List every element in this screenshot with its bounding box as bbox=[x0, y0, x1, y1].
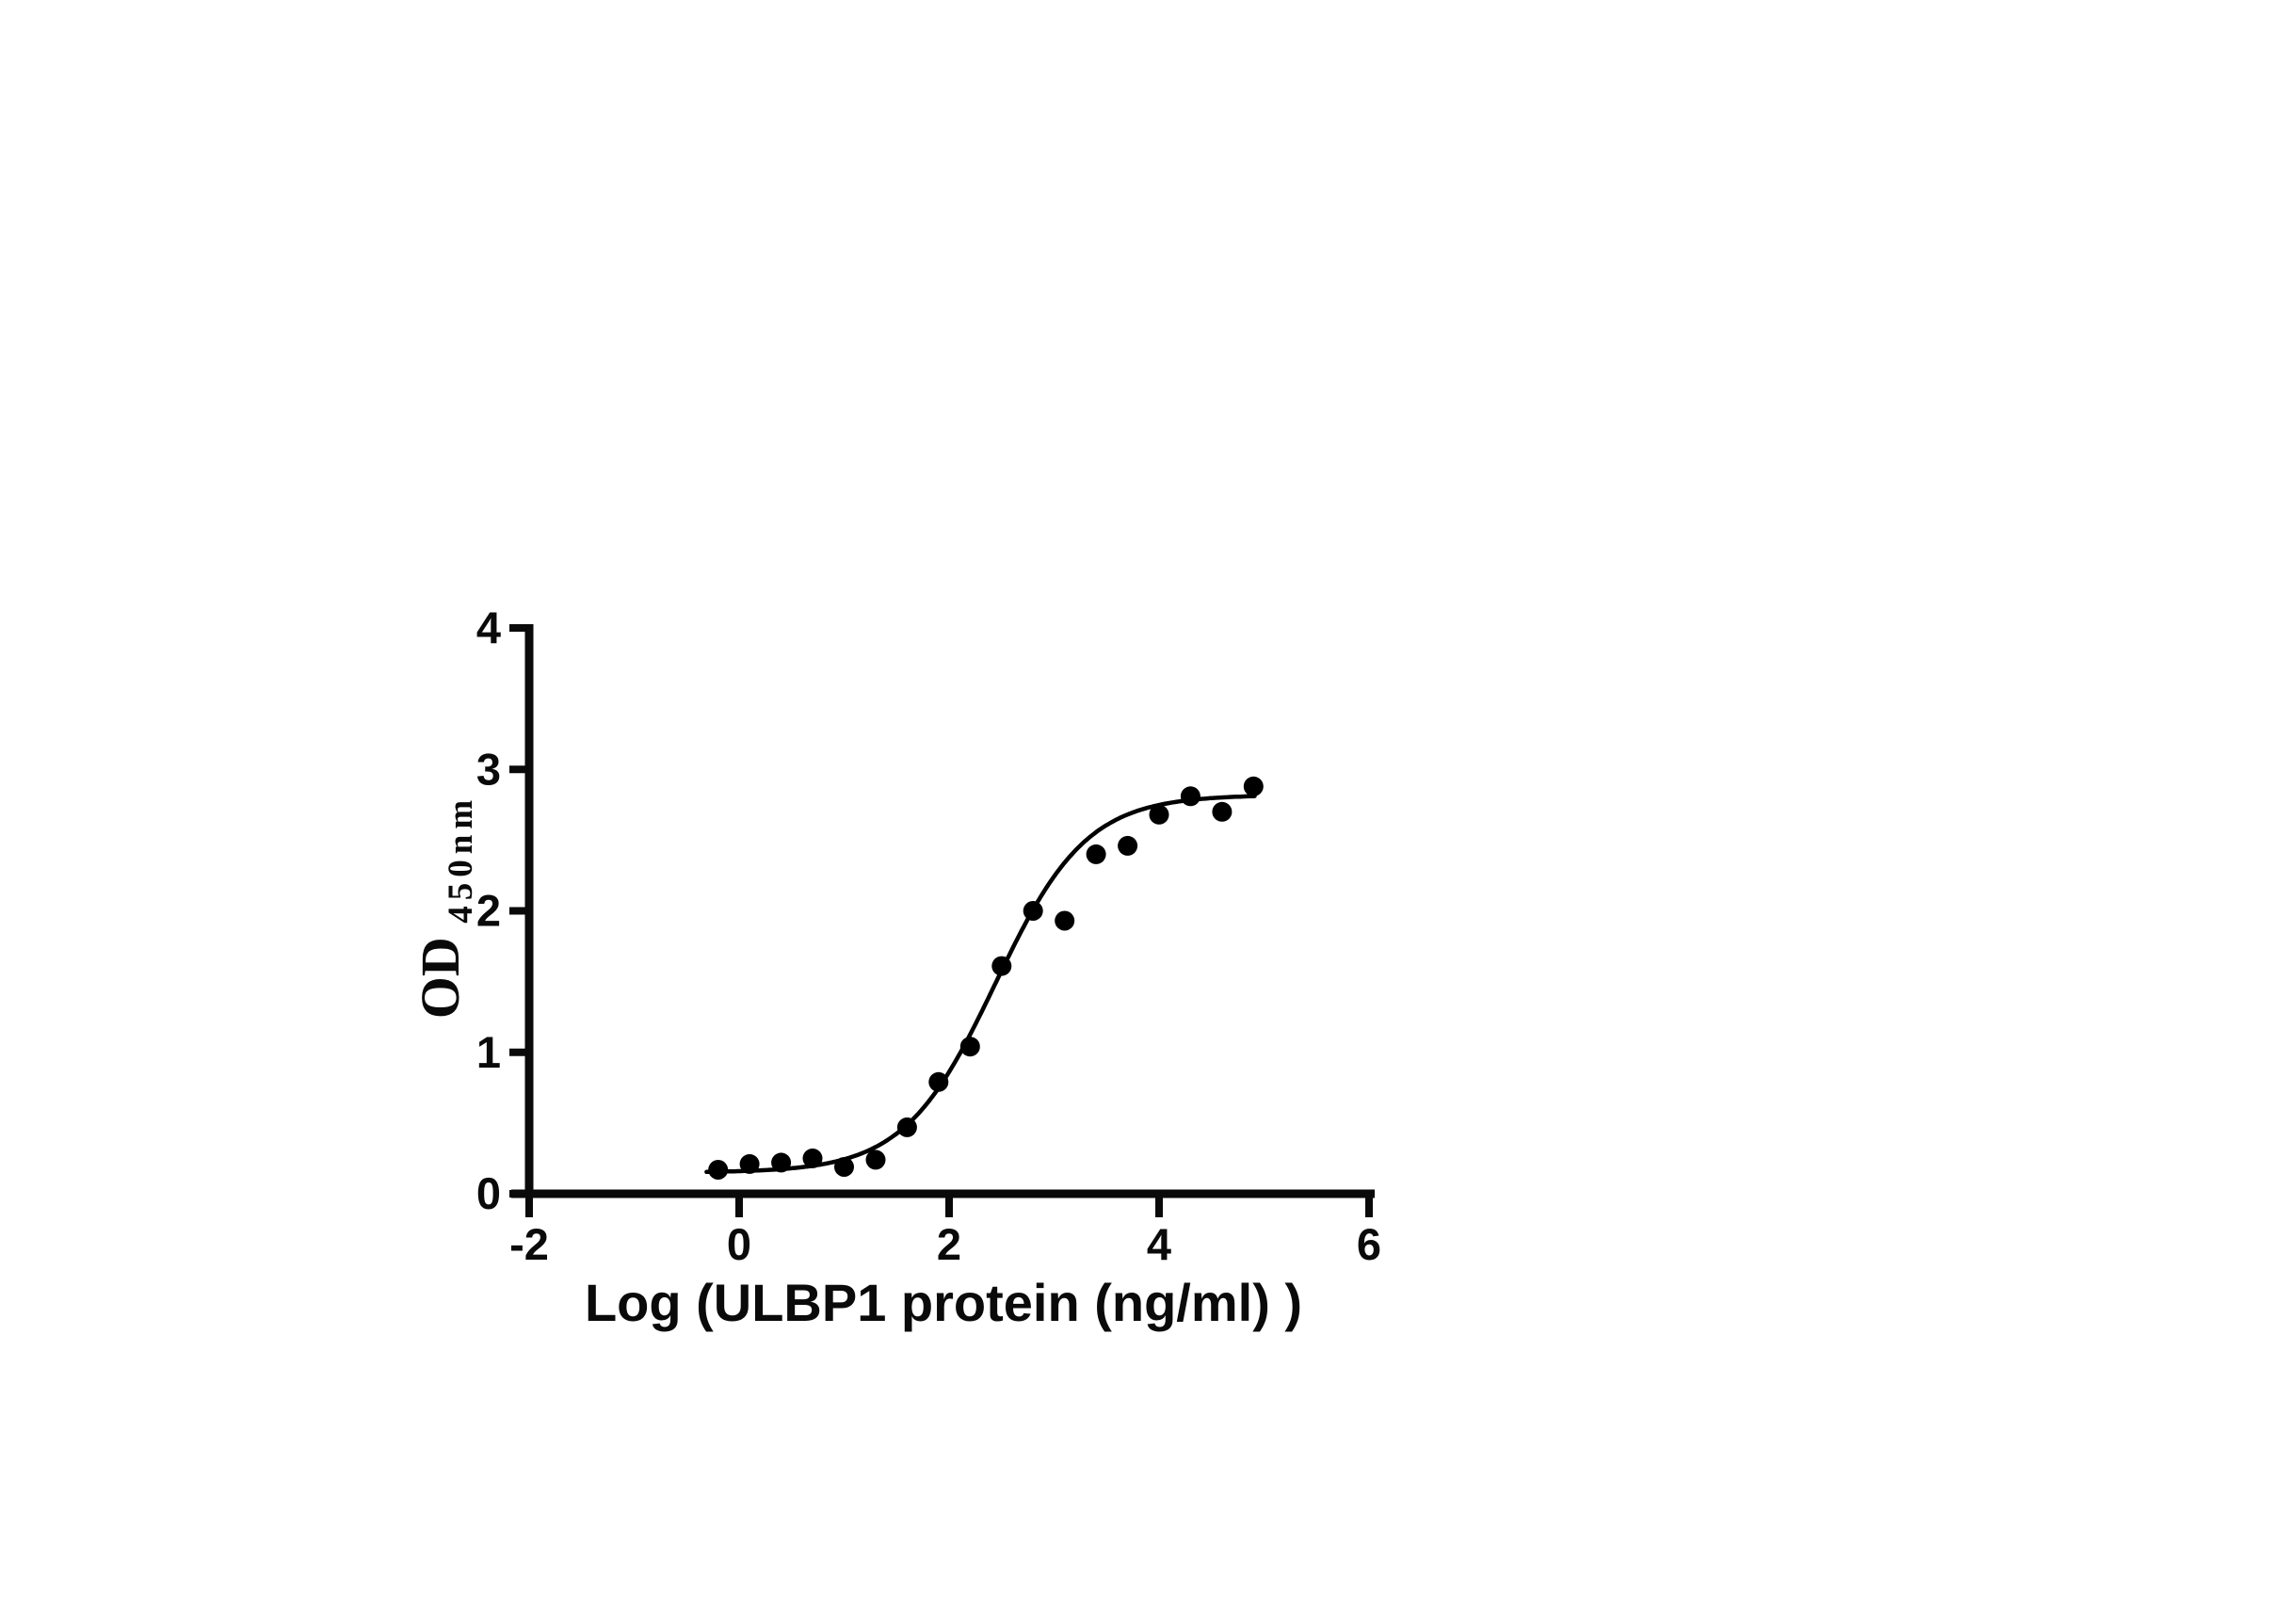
data-point bbox=[1086, 844, 1106, 864]
data-point bbox=[771, 1152, 792, 1173]
y-tick-label: 0 bbox=[476, 1168, 501, 1218]
data-point bbox=[1023, 901, 1043, 921]
x-axis-ticks bbox=[525, 1196, 1373, 1217]
data-point bbox=[928, 1071, 949, 1092]
data-point bbox=[959, 1037, 980, 1057]
y-tick-label: 4 bbox=[476, 603, 501, 652]
data-point bbox=[708, 1160, 729, 1180]
y-axis-tick-labels: 0 1 2 3 4 bbox=[476, 603, 501, 1218]
y-axis-title-base: OD bbox=[410, 937, 471, 1019]
data-point bbox=[865, 1150, 886, 1170]
scatter-points bbox=[708, 776, 1264, 1180]
data-point bbox=[1149, 804, 1169, 825]
x-tick-label: 2 bbox=[937, 1219, 961, 1269]
x-axis-title: Log (ULBP1 protein (ng/ml) ) bbox=[585, 1273, 1302, 1332]
x-tick-label: 0 bbox=[727, 1219, 751, 1269]
x-tick-label: 6 bbox=[1357, 1219, 1381, 1269]
y-tick-label: 1 bbox=[476, 1027, 501, 1077]
data-point bbox=[896, 1117, 917, 1137]
y-axis-ticks bbox=[509, 624, 529, 1198]
data-point bbox=[802, 1148, 823, 1168]
x-axis-tick-labels: -2 0 2 4 6 bbox=[509, 1219, 1381, 1269]
x-tick-label: 4 bbox=[1147, 1219, 1171, 1269]
y-tick-label: 3 bbox=[476, 744, 501, 794]
data-point bbox=[739, 1153, 760, 1174]
y-tick-label: 2 bbox=[476, 886, 501, 936]
y-axis-title-subscript: 450nm bbox=[442, 795, 480, 924]
data-point bbox=[1212, 801, 1233, 822]
data-point bbox=[1180, 786, 1200, 807]
x-tick-label: -2 bbox=[509, 1219, 549, 1269]
data-point bbox=[1055, 910, 1075, 931]
y-axis-title: OD 450nm bbox=[410, 795, 480, 1019]
fit-curve bbox=[704, 794, 1257, 1175]
data-point bbox=[1243, 776, 1264, 796]
data-point bbox=[834, 1157, 854, 1177]
data-point bbox=[991, 956, 1012, 976]
data-point bbox=[1118, 835, 1138, 856]
